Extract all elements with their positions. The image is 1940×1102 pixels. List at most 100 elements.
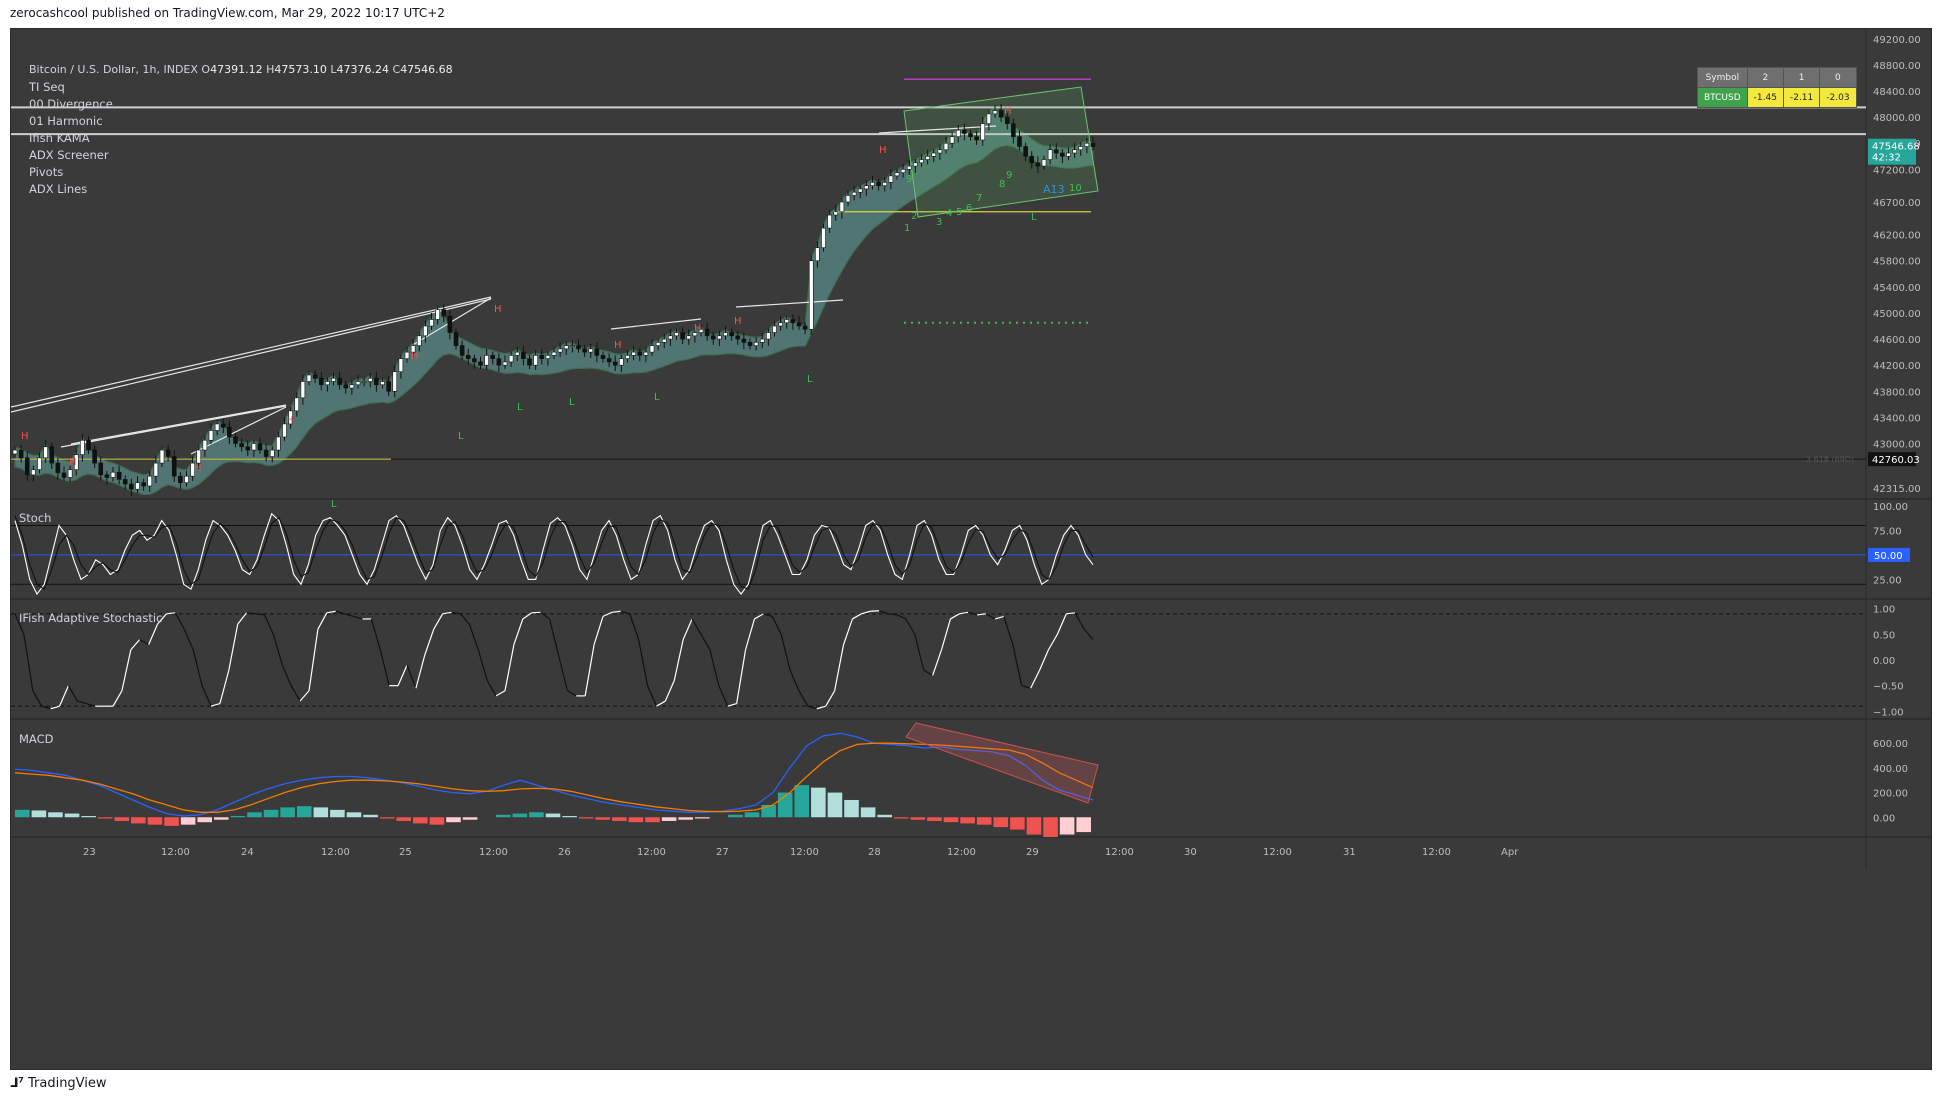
candle [1041, 159, 1047, 167]
candle [398, 358, 404, 373]
ifish-series-segment [166, 612, 176, 615]
candle [649, 345, 655, 353]
ifish-series-segment [870, 610, 880, 612]
ifish-series-segment [67, 685, 78, 702]
candle [1023, 146, 1028, 157]
candle [49, 446, 55, 464]
ifish-series-segment [888, 613, 898, 616]
candle [374, 377, 379, 386]
ifish-series-segment [1030, 669, 1041, 689]
td-seq-number: 8 [999, 179, 1005, 190]
candle [668, 335, 673, 340]
candle [766, 332, 771, 340]
candle [355, 381, 361, 386]
time-axis-tick-label: 12:00 [161, 847, 190, 858]
footer-brand[interactable]: ⅃⁷ TradingView [10, 1076, 107, 1091]
candle [196, 449, 202, 464]
candle [778, 322, 783, 327]
candle [233, 436, 238, 444]
ifish-series-segment [290, 685, 301, 702]
macd-histogram-bar [562, 816, 577, 818]
td-seq-number: 5 [956, 207, 962, 218]
indicator-item[interactable]: 00 Divergence [29, 97, 113, 111]
last-price-label: 47546.68 [1872, 142, 1920, 153]
pivot-high-label: H [1004, 106, 1012, 117]
ohlc-legend: Bitcoin / U.S. Dollar, 1h, INDEX O47391.… [29, 63, 453, 76]
ifish-series-segment [540, 611, 550, 620]
candle [857, 188, 863, 193]
indicator-item[interactable]: ADX Lines [29, 182, 88, 196]
ohlc-open: O47391.12 [201, 63, 263, 76]
price-axis-tick-label: 48000.00 [1873, 113, 1921, 124]
price-axis-tick-label: 42315.00 [1873, 484, 1921, 495]
candle [790, 319, 796, 324]
macd-axis-tick-label: 400.00 [1873, 764, 1908, 775]
candle [747, 342, 753, 346]
ifish-series-segment [32, 690, 43, 707]
candle [753, 342, 759, 346]
candle [545, 355, 551, 359]
candle [337, 377, 342, 386]
pivot-high-label: H [21, 431, 29, 442]
ifish-series-segment [932, 649, 943, 676]
pivot-high-label: H [411, 351, 419, 362]
ifish-series-segment [1003, 616, 1014, 645]
indicator-item[interactable]: TI Seq [29, 80, 65, 94]
countdown-label: 42:32 [1872, 153, 1901, 164]
candle [276, 436, 281, 451]
candle [864, 185, 869, 190]
ohlc-high: H47573.10 [266, 63, 327, 76]
candle [165, 449, 171, 457]
price-axis-tick-label: 43800.00 [1873, 387, 1921, 398]
publish-caption: zerocashcool published on TradingView.co… [10, 6, 445, 20]
candle [894, 172, 900, 177]
price-axis-tick-label: 44600.00 [1873, 335, 1921, 346]
ifish-series-segment [557, 654, 568, 691]
chart-canvas[interactable]: 49200.0048800.0048400.0048000.0047600.00… [10, 28, 1932, 1070]
candle [392, 371, 398, 392]
candle [380, 381, 385, 386]
ifish-series-segment [1047, 634, 1058, 651]
ifish-series-segment [834, 644, 845, 691]
ifish-series-segment [567, 690, 577, 697]
ifish-series-segment [638, 639, 649, 686]
candle [527, 358, 532, 366]
td-seq-number: 4 [946, 208, 952, 219]
macd-histogram-bar [943, 817, 959, 823]
level-badge [1868, 452, 1916, 467]
candle [386, 381, 391, 392]
macd-histogram-bar [893, 817, 909, 819]
candle [190, 462, 195, 477]
symbol-table-value: -1.45 [1746, 87, 1784, 108]
candle [514, 351, 520, 356]
candle [692, 332, 698, 337]
macd-histogram-bar [1076, 817, 1091, 833]
macd-histogram-bar [164, 817, 179, 826]
indicator-item[interactable]: 01 Harmonic [29, 114, 103, 128]
macd-histogram-bar [97, 817, 113, 819]
ifish-series-segment [977, 613, 987, 616]
symbol-table-header-row: Symbol 2 1 0 [1697, 67, 1857, 88]
candle [202, 439, 208, 451]
chart-svg[interactable]: 49200.0048800.0048400.0048000.0047600.00… [11, 29, 1931, 1069]
indicator-item[interactable]: Pivots [29, 165, 64, 179]
candle [349, 384, 355, 389]
candle [18, 449, 24, 459]
indicator-item[interactable]: Ifish KAMA [29, 131, 90, 145]
macd-histogram-bar [81, 816, 96, 818]
price-axis-tick-label: 49200.00 [1873, 35, 1921, 46]
time-axis-tick-label: 12:00 [790, 847, 819, 858]
candle [282, 423, 287, 438]
ifish-series-segment [451, 611, 461, 615]
indicator-item[interactable]: ADX Screener [29, 148, 109, 162]
candle [784, 319, 790, 324]
ifish-series-segment [433, 613, 444, 630]
divergence-line [70, 404, 287, 445]
candle [239, 443, 244, 448]
candle [937, 149, 943, 154]
candle [67, 469, 73, 478]
td-seq-number: 1 [904, 223, 910, 234]
macd-histogram-bar [827, 792, 843, 818]
macd-histogram-bar [330, 809, 345, 818]
symbol-table-header: Symbol [1697, 67, 1748, 88]
